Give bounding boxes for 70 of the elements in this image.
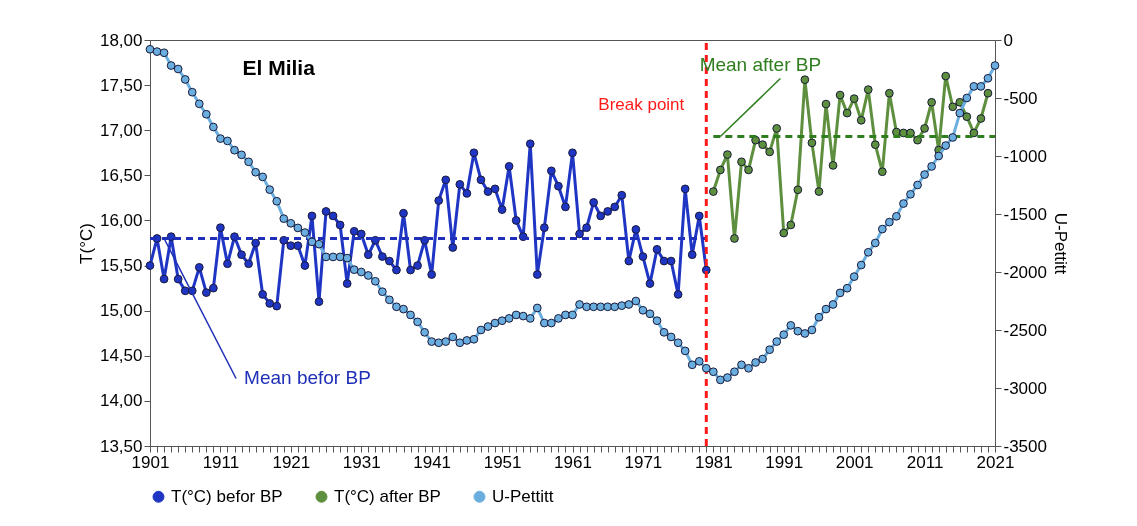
point xyxy=(807,138,817,148)
legend-label: T(°C) befor BP xyxy=(171,486,283,506)
point xyxy=(849,94,859,104)
y-tick-label: 15,50 xyxy=(99,256,143,276)
y-tick-label: 16,50 xyxy=(99,165,143,185)
y-tick-label: 17,50 xyxy=(99,75,143,95)
point xyxy=(835,90,845,100)
annotation: Mean after BP xyxy=(699,53,822,75)
x-tick-label: 1921 xyxy=(272,452,311,472)
point xyxy=(716,165,725,175)
point xyxy=(800,75,810,85)
point xyxy=(828,161,838,170)
point xyxy=(723,150,732,159)
y2-tick-label: -2000 xyxy=(1003,262,1047,282)
x-tick-label: 2011 xyxy=(906,452,944,472)
point xyxy=(856,115,866,125)
point xyxy=(737,157,746,167)
x-tick-label: 1911 xyxy=(202,452,240,472)
point xyxy=(779,228,789,238)
x-tick-label: 1951 xyxy=(483,452,522,472)
legend-label: U-Pettitt xyxy=(492,486,554,506)
y2-axis-title: U-Pettitt xyxy=(1050,212,1070,275)
x-tick-label: 2001 xyxy=(835,452,874,472)
point xyxy=(744,165,753,175)
point xyxy=(962,112,972,122)
y2-tick-label: -3000 xyxy=(1003,378,1047,398)
y-tick-label: 14,50 xyxy=(99,346,143,366)
x-tick-label: 1981 xyxy=(694,452,733,472)
point xyxy=(955,97,965,107)
x-tick-label: 1941 xyxy=(413,452,452,472)
point xyxy=(877,167,887,177)
y2-tick-label: -1500 xyxy=(1003,204,1047,224)
y-tick-label: 18,00 xyxy=(99,30,143,50)
point xyxy=(948,102,958,112)
y-tick-label: 17,00 xyxy=(99,120,143,140)
y2-tick-label: -1000 xyxy=(1003,146,1047,166)
x-tick-label: 1931 xyxy=(342,452,381,472)
legend-label: T(°C) after BP xyxy=(334,486,441,506)
point xyxy=(976,114,986,123)
x-tick-label: 1971 xyxy=(624,452,663,472)
point xyxy=(870,140,880,150)
point xyxy=(885,88,894,98)
x-tick-label: 1961 xyxy=(554,452,592,472)
y2-tick-label: -2500 xyxy=(1003,320,1047,340)
y-tick-label: 15,00 xyxy=(99,301,143,321)
point xyxy=(969,128,979,138)
annotation: Mean befor BP xyxy=(244,367,371,389)
point xyxy=(814,187,824,196)
point xyxy=(793,185,803,195)
point xyxy=(941,71,951,81)
y2-tick-label: 0 xyxy=(1003,30,1013,50)
point xyxy=(863,85,873,94)
y-tick-label: 14,00 xyxy=(99,391,143,411)
point xyxy=(758,140,767,150)
point xyxy=(821,99,831,109)
point xyxy=(786,220,796,230)
point xyxy=(983,88,993,98)
y-tick-label: 16,00 xyxy=(99,210,143,230)
point xyxy=(708,187,718,196)
point xyxy=(842,108,852,118)
point xyxy=(730,234,739,243)
point xyxy=(765,147,775,157)
x-tick-label: 1991 xyxy=(765,452,804,472)
y-axis-title: T(°C) xyxy=(76,223,96,264)
point xyxy=(772,124,782,133)
text: El Milia xyxy=(242,56,316,79)
y2-tick-label: -500 xyxy=(1003,88,1038,108)
point xyxy=(927,97,936,107)
point xyxy=(920,124,929,133)
ref-line-label: Break point xyxy=(598,95,685,114)
